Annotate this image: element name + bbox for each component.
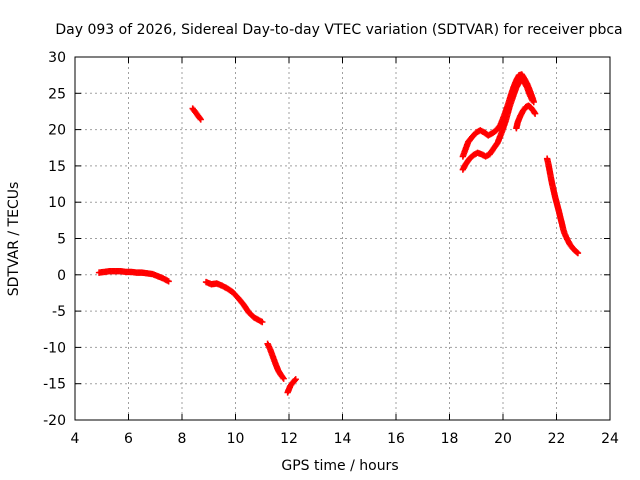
series-segment-6	[459, 77, 536, 173]
data-point	[531, 110, 539, 117]
data-point	[197, 116, 204, 123]
data-point	[259, 318, 266, 326]
axis-ticks: 4 6 8 10 12 14 16 18 20 22 24 -20 -15 -10 -5 0 5 10 15 20 25…	[43, 50, 619, 447]
x-tick-label: 12	[280, 431, 298, 447]
y-tick-label: -10	[43, 340, 66, 356]
y-tick-label: 25	[48, 86, 66, 102]
x-tick-label: 10	[227, 431, 245, 447]
series-segment-3	[202, 278, 266, 326]
x-tick-label: 18	[441, 431, 459, 447]
data-point	[279, 374, 286, 381]
x-tick-label: 4	[71, 431, 80, 447]
y-tick-label: 0	[57, 268, 66, 284]
y-tick-label: -15	[43, 377, 66, 393]
y-tick-label: 20	[48, 123, 66, 139]
data-point	[292, 376, 299, 383]
data-point	[291, 377, 298, 384]
y-tick-label: -20	[43, 413, 66, 429]
x-tick-label: 6	[124, 431, 133, 447]
y-tick-label: -5	[52, 304, 66, 320]
y-tick-label: 30	[48, 50, 66, 66]
data-points	[95, 71, 582, 396]
x-tick-label: 20	[494, 431, 512, 447]
x-tick-label: 8	[178, 431, 187, 447]
x-tick-label: 22	[548, 431, 566, 447]
grid	[75, 57, 610, 420]
x-tick-label: 24	[601, 431, 619, 447]
chart-title: Day 093 of 2026, Sidereal Day-to-day VTE…	[55, 22, 622, 38]
series-segment-7	[459, 71, 537, 160]
y-tick-label: 15	[48, 159, 66, 175]
y-tick-label: 10	[48, 195, 66, 211]
series-segment-4	[264, 340, 287, 382]
data-point	[196, 115, 204, 122]
data-point	[530, 98, 537, 106]
series-segment-8	[513, 102, 539, 132]
x-tick-label: 16	[387, 431, 405, 447]
y-tick-label: 5	[57, 232, 66, 248]
y-axis-label: SDTVAR / TECUs	[6, 182, 22, 297]
series-segment-9	[543, 155, 582, 257]
series-segment-5	[284, 376, 299, 396]
data-point	[574, 249, 582, 257]
x-tick-label: 14	[334, 431, 352, 447]
x-axis-label: GPS time / hours	[281, 458, 398, 474]
series-segment-1	[95, 267, 172, 285]
data-point	[165, 278, 172, 285]
series-segment-2	[189, 105, 204, 123]
data-point	[280, 375, 287, 382]
